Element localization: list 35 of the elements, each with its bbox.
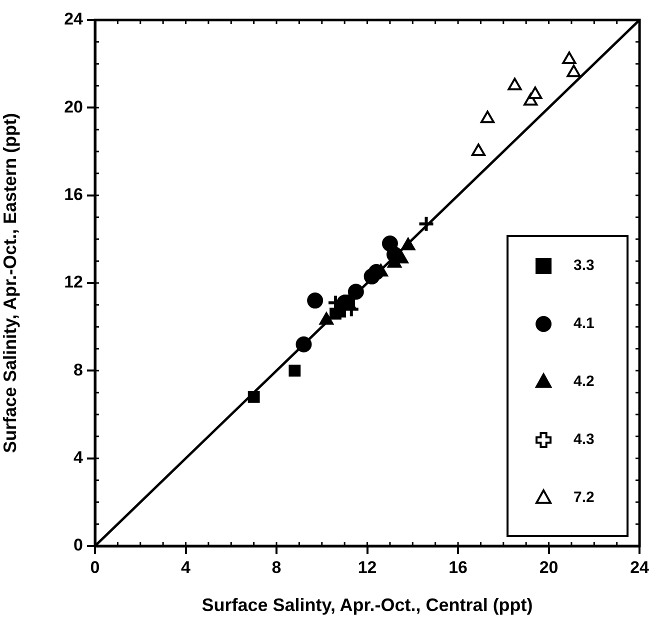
point	[307, 292, 324, 309]
x-tick-label: 8	[272, 558, 282, 577]
legend-label: 4.2	[574, 373, 594, 390]
point	[248, 391, 260, 403]
legend-label: 7.2	[574, 489, 594, 506]
point	[508, 78, 522, 90]
point	[480, 110, 495, 124]
y-tick-label: 0	[74, 536, 83, 555]
legend-label: 3.3	[574, 257, 594, 274]
y-tick-label: 4	[74, 448, 84, 468]
legend-label: 4.3	[574, 431, 594, 448]
x-tick-label: 12	[358, 558, 377, 577]
y-axis-title: Surface Salinity, Apr.-Oct., Eastern (ppt)	[0, 112, 20, 454]
y-tick-label: 8	[74, 360, 83, 380]
point	[343, 294, 356, 306]
legend-label: 4.1	[574, 315, 594, 332]
x-tick-label: 24	[630, 558, 650, 577]
point	[401, 238, 416, 250]
point	[528, 86, 542, 100]
x-tick-label: 20	[539, 558, 558, 577]
x-axis-title: Surface Salinty, Apr.-Oct., Central (ppt)	[202, 595, 533, 616]
y-tick-label: 24	[64, 10, 84, 29]
x-tick-label: 0	[90, 558, 100, 577]
point	[368, 264, 384, 280]
point	[562, 51, 576, 64]
y-tick-label: 16	[64, 185, 83, 204]
y-tick-label: 12	[64, 272, 83, 292]
point	[288, 364, 301, 377]
point	[471, 144, 486, 156]
x-tick-label: 4	[181, 558, 192, 577]
point	[296, 336, 312, 352]
point	[418, 215, 435, 232]
x-tick-label: 16	[448, 558, 468, 577]
y-tick-label: 20	[64, 97, 83, 116]
point	[566, 64, 581, 78]
